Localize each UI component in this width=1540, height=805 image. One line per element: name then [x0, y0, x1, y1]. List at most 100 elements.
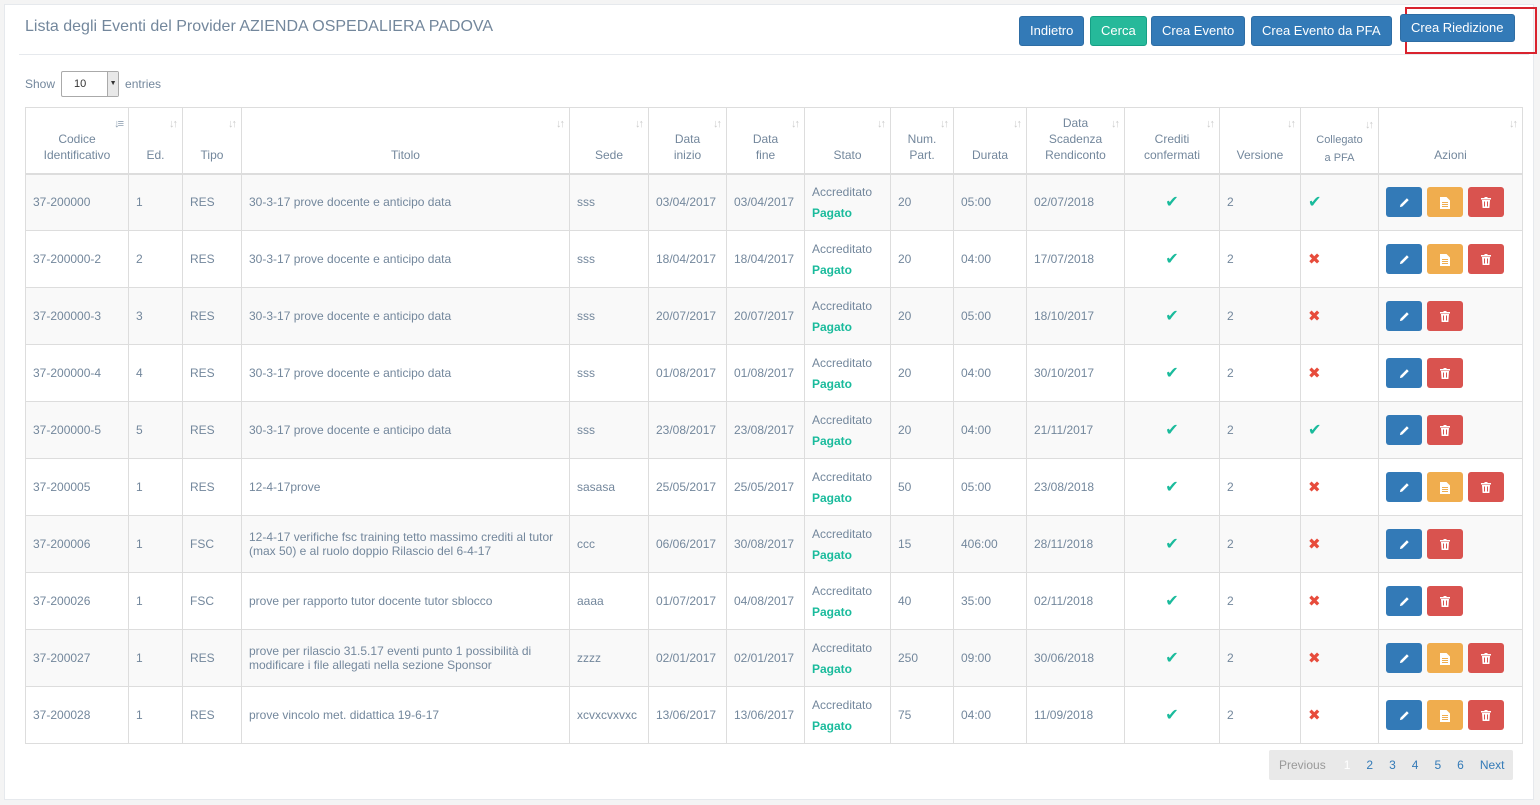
cell-titolo: 30-3-17 prove docente e anticipo data	[241, 230, 570, 288]
cell-versione: 2	[1219, 515, 1301, 573]
create-event-from-pfa-button[interactable]: Crea Evento da PFA	[1251, 16, 1392, 46]
stato-label: Accreditato	[812, 412, 873, 427]
document-button[interactable]	[1427, 700, 1463, 730]
cell-collegato-pfa: ✔	[1300, 173, 1379, 231]
col-durata[interactable]: ↓↑ Durata	[953, 107, 1027, 175]
delete-button[interactable]	[1468, 187, 1504, 218]
cell-tipo: RES	[182, 401, 242, 459]
pagination-page-1[interactable]: 1	[1343, 758, 1351, 772]
entries-select[interactable]: 10 ▼	[61, 71, 120, 97]
edit-button[interactable]	[1386, 700, 1422, 730]
col-crediti[interactable]: ↓↑ Crediti confermati	[1124, 107, 1220, 175]
cell-durata: 05:00	[953, 287, 1027, 345]
edit-button[interactable]	[1386, 472, 1422, 502]
edit-button[interactable]	[1386, 643, 1422, 673]
cell-num-part: 15	[890, 515, 954, 573]
cell-durata: 35:00	[953, 572, 1027, 630]
delete-button[interactable]	[1468, 700, 1504, 730]
document-button[interactable]	[1427, 187, 1463, 218]
edit-button[interactable]	[1386, 358, 1422, 388]
events-panel: Lista degli Eventi del Provider AZIENDA …	[4, 4, 1537, 800]
delete-button[interactable]	[1468, 472, 1504, 502]
pagination-page-2[interactable]: 2	[1366, 758, 1374, 772]
pagination-page-3[interactable]: 3	[1389, 758, 1396, 772]
cell-data-inizio: 06/06/2017	[648, 515, 727, 573]
delete-button[interactable]	[1427, 358, 1463, 388]
stato-label: Accreditato	[812, 184, 873, 199]
stato-label: Accreditato	[812, 583, 873, 598]
edit-button[interactable]	[1386, 415, 1422, 445]
delete-button[interactable]	[1427, 529, 1463, 559]
trash-icon	[1440, 536, 1450, 551]
col-versione[interactable]: ↓↑ Versione	[1219, 107, 1301, 175]
cell-titolo: prove vincolo met. didattica 19-6-17	[241, 686, 570, 744]
cell-data-fine: 18/04/2017	[726, 230, 805, 288]
document-button[interactable]	[1427, 643, 1463, 673]
cell-stato: Accreditato Pagato	[804, 287, 891, 345]
col-data-inizio[interactable]: ↓↑ Data inizio	[648, 107, 727, 175]
stato-label: Accreditato	[812, 355, 873, 370]
edit-button[interactable]	[1386, 586, 1422, 616]
delete-button[interactable]	[1427, 415, 1463, 445]
cell-ed: 5	[128, 401, 183, 459]
col-tipo[interactable]: ↓↑ Tipo	[182, 107, 242, 175]
col-titolo[interactable]: ↓↑ Titolo	[241, 107, 570, 175]
cell-stato: Accreditato Pagato	[804, 458, 891, 516]
document-button[interactable]	[1427, 472, 1463, 502]
cell-sede: sss	[569, 173, 649, 231]
cell-collegato-pfa: ✔	[1300, 401, 1379, 459]
delete-button[interactable]	[1427, 586, 1463, 616]
payment-status: Pagato	[812, 661, 853, 676]
edit-button[interactable]	[1386, 301, 1422, 331]
pagination-page-4[interactable]: 4	[1411, 758, 1419, 772]
col-scadenza[interactable]: ↓↑ Data Scadenza Rendiconto	[1026, 107, 1125, 175]
col-codice[interactable]: ↓≡ Codice Identificativo	[25, 107, 129, 175]
trash-icon	[1481, 707, 1491, 722]
create-reedition-button[interactable]: Crea Riedizione	[1400, 14, 1515, 42]
document-button[interactable]	[1427, 244, 1463, 274]
cell-ed: 4	[128, 344, 183, 402]
cell-crediti: ✔	[1124, 230, 1220, 288]
pencil-icon	[1399, 707, 1410, 722]
col-num-part[interactable]: ↓↑ Num. Part.	[890, 107, 954, 175]
cell-crediti: ✔	[1124, 173, 1220, 231]
col-data-fine[interactable]: ↓↑ Data fine	[726, 107, 805, 175]
create-event-button[interactable]: Crea Evento	[1151, 16, 1246, 46]
sort-icon: ↓↑	[1206, 118, 1215, 130]
col-azioni[interactable]: ↓↑ Azioni	[1378, 107, 1523, 175]
col-sede[interactable]: ↓↑ Sede	[569, 107, 649, 175]
edit-button[interactable]	[1386, 529, 1422, 559]
pagination-page-6[interactable]: 6	[1457, 758, 1464, 772]
delete-button[interactable]	[1468, 643, 1504, 673]
cell-data-fine: 04/08/2017	[726, 572, 805, 630]
pencil-icon	[1399, 251, 1410, 266]
check-icon: ✔	[1308, 422, 1322, 439]
cross-icon: ✖	[1308, 593, 1321, 610]
edit-button[interactable]	[1386, 244, 1422, 274]
check-icon: ✔	[1165, 251, 1179, 268]
delete-button[interactable]	[1468, 244, 1504, 274]
edit-button[interactable]	[1386, 187, 1422, 218]
cell-codice: 37-200000-5	[25, 401, 129, 459]
col-stato[interactable]: ↓↑ Stato	[804, 107, 891, 175]
check-icon: ✔	[1165, 479, 1179, 496]
cross-icon: ✖	[1308, 650, 1321, 667]
pagination-previous[interactable]: Previous	[1279, 758, 1326, 772]
cell-azioni	[1378, 515, 1523, 573]
sort-asc-icon: ↓≡	[114, 118, 124, 130]
pagination-page-5[interactable]: 5	[1434, 758, 1442, 772]
trash-icon	[1440, 593, 1450, 608]
search-button[interactable]: Cerca	[1090, 16, 1147, 46]
col-collegato-pfa[interactable]: ↓↑ Collegato a PFA	[1300, 107, 1379, 175]
col-ed[interactable]: ↓↑ Ed.	[128, 107, 183, 175]
cell-ed: 1	[128, 458, 183, 516]
delete-button[interactable]	[1427, 301, 1463, 331]
cell-ed: 1	[128, 629, 183, 687]
pagination-next[interactable]: Next	[1479, 758, 1505, 772]
check-icon: ✔	[1165, 650, 1179, 667]
check-icon: ✔	[1165, 308, 1179, 325]
table-row: 37-200005 1 RES 12-4-17prove sasasa 25/05/201…	[25, 458, 1523, 516]
back-button[interactable]: Indietro	[1019, 16, 1085, 46]
cell-sede: zzzz	[569, 629, 649, 687]
cell-codice: 37-200027	[25, 629, 129, 687]
